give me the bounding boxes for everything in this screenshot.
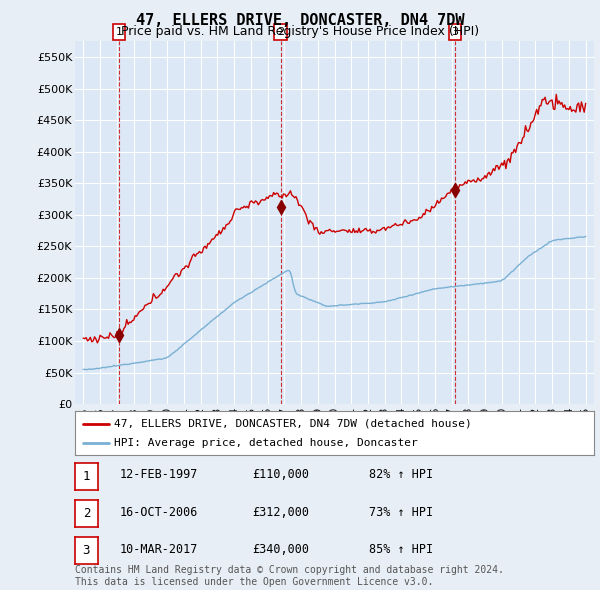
Text: 1: 1 [83,470,90,483]
Text: 82% ↑ HPI: 82% ↑ HPI [369,468,433,481]
Text: £340,000: £340,000 [252,543,309,556]
Text: 85% ↑ HPI: 85% ↑ HPI [369,543,433,556]
Text: Contains HM Land Registry data © Crown copyright and database right 2024.
This d: Contains HM Land Registry data © Crown c… [75,565,504,587]
Text: £110,000: £110,000 [252,468,309,481]
Text: 12-FEB-1997: 12-FEB-1997 [120,468,199,481]
Text: 3: 3 [83,544,90,557]
Text: 2: 2 [83,507,90,520]
Text: 16-OCT-2006: 16-OCT-2006 [120,506,199,519]
Text: 73% ↑ HPI: 73% ↑ HPI [369,506,433,519]
Text: HPI: Average price, detached house, Doncaster: HPI: Average price, detached house, Donc… [114,438,418,448]
Text: 1: 1 [115,27,122,37]
Text: 47, ELLERS DRIVE, DONCASTER, DN4 7DW (detached house): 47, ELLERS DRIVE, DONCASTER, DN4 7DW (de… [114,419,472,428]
Text: 2: 2 [277,27,284,37]
Text: £312,000: £312,000 [252,506,309,519]
Text: 3: 3 [451,27,458,37]
Text: 10-MAR-2017: 10-MAR-2017 [120,543,199,556]
Text: 47, ELLERS DRIVE, DONCASTER, DN4 7DW: 47, ELLERS DRIVE, DONCASTER, DN4 7DW [136,13,464,28]
Text: Price paid vs. HM Land Registry's House Price Index (HPI): Price paid vs. HM Land Registry's House … [121,25,479,38]
